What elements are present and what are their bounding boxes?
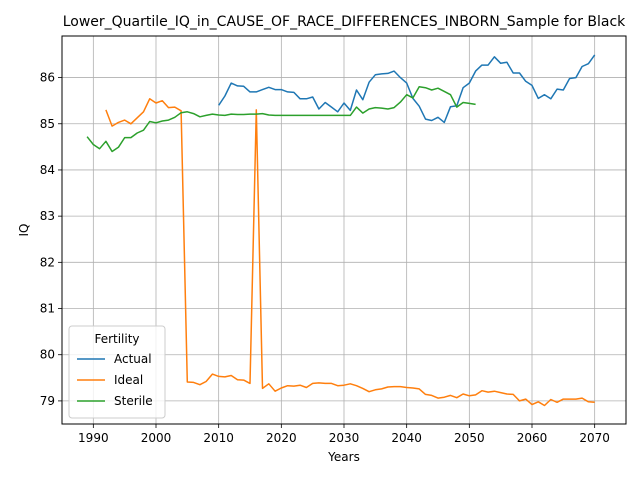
x-tick-label: 2070 bbox=[579, 431, 610, 445]
grid-lines bbox=[62, 36, 626, 424]
legend-title: Fertility bbox=[94, 332, 139, 346]
y-axis-label: IQ bbox=[17, 224, 31, 237]
series-line-ideal bbox=[105, 98, 595, 407]
y-tick-label: 81 bbox=[40, 302, 55, 316]
series-lines bbox=[86, 54, 596, 407]
legend-label-ideal: Ideal bbox=[114, 373, 143, 387]
legend-box bbox=[68, 325, 166, 419]
y-tick-label: 80 bbox=[40, 348, 55, 362]
y-tick-label: 86 bbox=[40, 71, 55, 85]
x-tick-label: 2060 bbox=[517, 431, 548, 445]
x-tick-label: 1990 bbox=[78, 431, 109, 445]
x-tick-label: 2020 bbox=[266, 431, 297, 445]
legend-items: Actual Ideal Sterile bbox=[77, 352, 153, 408]
series-line-sterile bbox=[86, 86, 476, 153]
legend-label-sterile: Sterile bbox=[114, 394, 153, 408]
x-tick-label: 2000 bbox=[141, 431, 172, 445]
legend-label-actual: Actual bbox=[114, 352, 152, 366]
legend: Fertility Actual Ideal Sterile bbox=[68, 325, 166, 419]
y-tick-label: 82 bbox=[40, 255, 55, 269]
series-line-actual bbox=[218, 54, 596, 124]
y-tick-label: 84 bbox=[40, 163, 55, 177]
x-tick-label: 2040 bbox=[391, 431, 422, 445]
x-tick-label: 2030 bbox=[329, 431, 360, 445]
x-tick-label: 2010 bbox=[203, 431, 234, 445]
y-tick-label: 79 bbox=[40, 394, 55, 408]
chart-title: Lower_Quartile_IQ_in_CAUSE_OF_RACE_DIFFE… bbox=[63, 14, 626, 30]
x-tick-label: 2050 bbox=[454, 431, 485, 445]
x-axis-label: Years bbox=[327, 450, 360, 464]
y-tick-label: 85 bbox=[40, 117, 55, 131]
y-tick-label: 83 bbox=[40, 209, 55, 223]
axis-ticks: 1990 2000 2010 2020 2030 2040 2050 2060 2070 79 80… bbox=[40, 71, 610, 445]
